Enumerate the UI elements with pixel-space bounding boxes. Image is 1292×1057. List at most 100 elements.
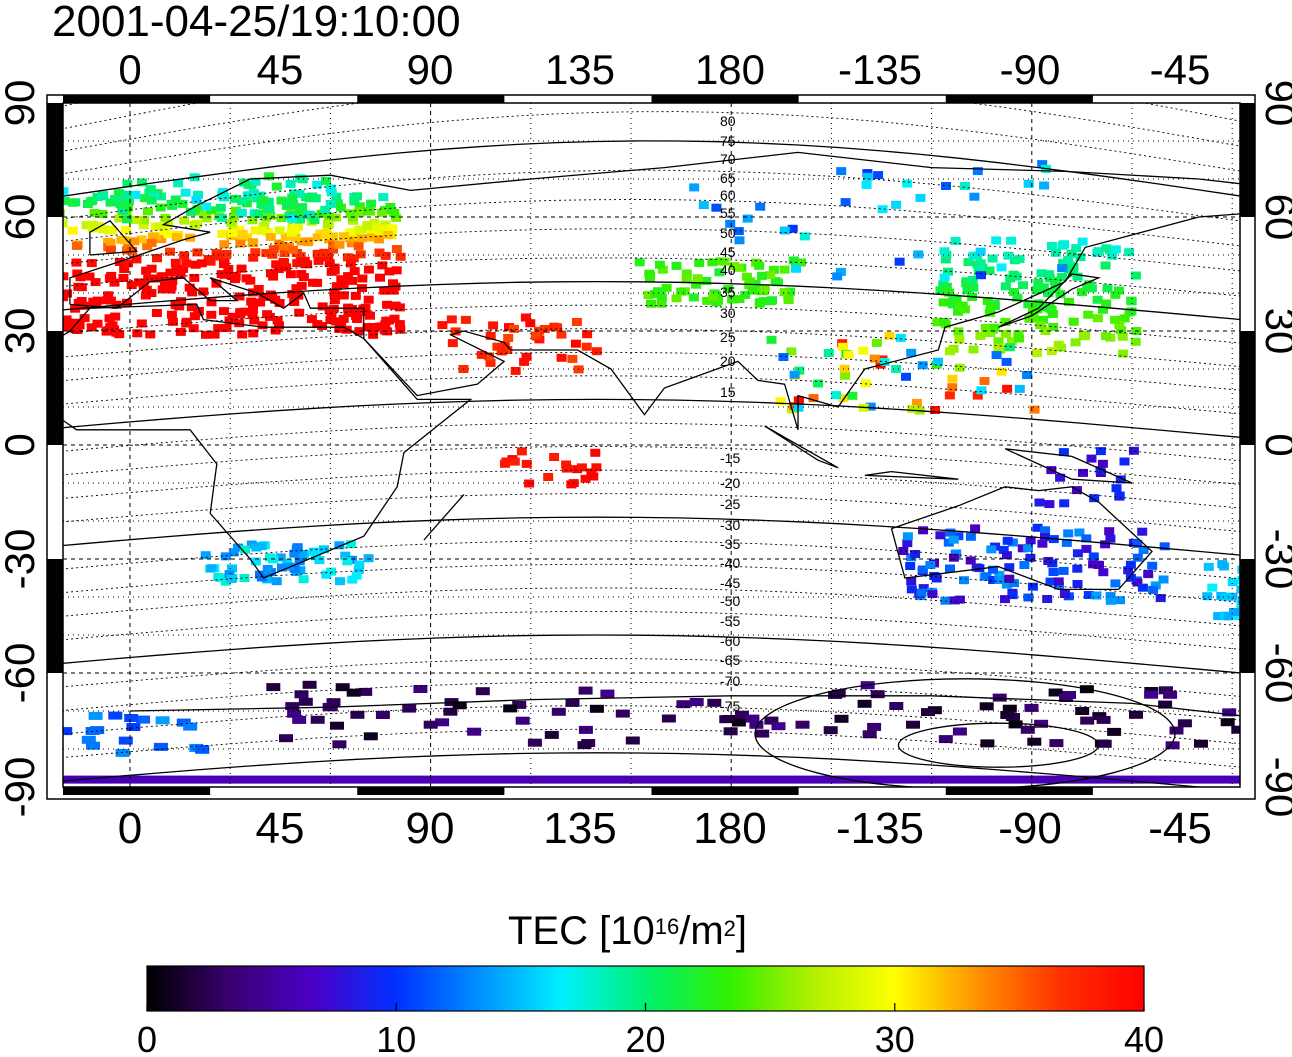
tec-cell [4, 729, 18, 737]
tec-cell [250, 177, 261, 186]
tec-cell [945, 347, 955, 356]
tec-cell [259, 221, 270, 230]
tec-cell [1058, 448, 1069, 457]
tec-cell [227, 564, 237, 573]
tec-cell [701, 277, 712, 285]
tec-cell [1081, 544, 1092, 553]
tec-cell [293, 291, 304, 300]
tec-cell [1284, 589, 1292, 597]
tec-cell [1038, 315, 1048, 324]
tec-cell [177, 199, 188, 208]
tec-cell [326, 698, 341, 707]
tec-cell [1004, 343, 1015, 352]
tec-cell [332, 740, 347, 749]
tec-cell [1002, 704, 1017, 713]
tec-cell [159, 281, 170, 290]
tec-cell [1007, 538, 1018, 547]
left-lat-label: 60 [0, 194, 43, 241]
tec-cell [671, 261, 682, 270]
tec-cell [73, 282, 84, 291]
tec-cell [343, 272, 354, 281]
tec-cell [206, 298, 217, 307]
tec-cell [325, 315, 336, 324]
tec-cell [940, 255, 951, 264]
tec-cell [147, 232, 158, 241]
tec-cell [580, 474, 591, 483]
tec-cell [1037, 539, 1048, 548]
tec-cell [901, 372, 911, 381]
tec-cell [734, 710, 749, 719]
tec-cell [296, 281, 307, 290]
tec-cell [192, 248, 203, 257]
tec-cell [1102, 284, 1113, 293]
tec-cell [931, 574, 942, 583]
tec-cell [591, 463, 602, 472]
tec-cell [615, 709, 630, 718]
tec-cell [140, 291, 151, 300]
tec-cell [220, 552, 231, 561]
tec-cell [577, 741, 592, 750]
tec-cell [295, 210, 306, 218]
tec-cell [352, 310, 363, 319]
tec-cell [226, 272, 237, 280]
tec-cell [1115, 475, 1126, 484]
tec-cell [588, 472, 599, 481]
tec-cell [556, 353, 567, 362]
tec-cell [49, 220, 59, 228]
tec-cell [81, 735, 96, 744]
tec-cell [216, 213, 227, 222]
tec-cell [329, 288, 340, 297]
tec-cell [1137, 527, 1148, 536]
tec-cell [1040, 526, 1051, 535]
tec-cell [993, 337, 1004, 346]
tec-cell [227, 312, 238, 321]
tec-cell [289, 189, 300, 198]
tec-cell [657, 265, 668, 274]
tec-cell [310, 715, 325, 724]
tec-cell [1045, 577, 1056, 586]
tec-cell [907, 405, 918, 413]
tec-cell [212, 252, 223, 261]
tec-cell [280, 232, 291, 241]
tec-cell [326, 267, 337, 276]
tec-cell [274, 226, 285, 235]
tec-cell [296, 550, 307, 558]
tec-cell [384, 316, 394, 325]
tec-cell [105, 323, 116, 331]
tec-cell [779, 265, 790, 274]
tec-cell [948, 535, 959, 544]
tec-cell [114, 214, 125, 223]
coastline [63, 303, 473, 579]
colorbar-tick-label: 10 [376, 1019, 416, 1057]
tec-cell [374, 248, 385, 257]
tec-cell [366, 233, 377, 242]
tec-cell [1155, 594, 1166, 603]
tec-cell [879, 358, 890, 366]
tec-cell [992, 693, 1007, 702]
tec-cell [34, 274, 44, 282]
tec-cell [363, 554, 374, 563]
tec-cell [395, 325, 406, 334]
tec-cell [729, 262, 740, 271]
right-lat-label: -60 [1257, 643, 1292, 704]
tec-cell [1064, 297, 1074, 306]
tec-cell [271, 260, 282, 269]
tec-cell [338, 280, 349, 288]
tec-cell [656, 293, 667, 302]
tec-cell [910, 550, 921, 558]
tec-cell [968, 345, 979, 354]
tec-cell [391, 266, 402, 275]
tec-cell [271, 577, 282, 586]
contour-label: 65 [720, 170, 736, 186]
tec-cell [103, 291, 114, 300]
contour-label: 15 [720, 384, 736, 400]
tec-cell [925, 561, 936, 569]
tec-cell [727, 295, 738, 304]
top-lon-label: 45 [257, 46, 304, 93]
tec-cell [927, 590, 938, 598]
tec-cell [708, 293, 719, 302]
tec-cell [237, 197, 248, 206]
tec-cell [1078, 468, 1088, 477]
tec-cell [1137, 583, 1148, 592]
tec-cell [63, 209, 65, 218]
